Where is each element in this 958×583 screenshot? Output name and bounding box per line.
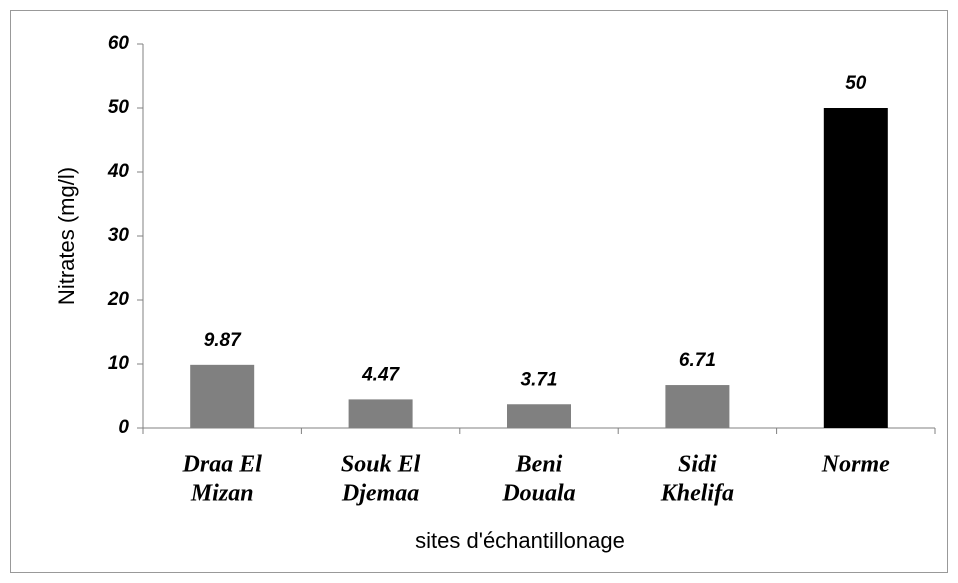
x-tick-label: Souk El (341, 452, 421, 478)
bar (348, 399, 413, 428)
y-tick-label: 30 (108, 225, 130, 246)
data-label: 9.87 (204, 330, 242, 351)
x-axis-label: sites d'échantillonage (415, 528, 625, 553)
y-tick-label: 40 (107, 161, 130, 182)
data-label: 4.47 (361, 364, 400, 385)
y-tick-label: 60 (108, 33, 130, 54)
x-tick-label: Djemaa (341, 481, 419, 507)
x-tick-label: Sidi (678, 452, 717, 478)
bar (190, 364, 255, 428)
data-label: 3.71 (521, 369, 558, 390)
data-label: 50 (845, 73, 867, 94)
x-tick-label: Khelifa (660, 481, 734, 507)
bar (665, 385, 730, 428)
y-tick-label: 50 (108, 97, 130, 118)
bar (823, 108, 888, 428)
y-tick-label: 10 (108, 353, 130, 374)
x-tick-label: Draa El (182, 452, 263, 478)
data-label: 6.71 (679, 350, 716, 371)
y-tick-label: 20 (107, 289, 130, 310)
y-tick-label: 0 (118, 417, 129, 438)
chart-border (10, 10, 948, 573)
y-axis-label: Nitrates (mg/l) (54, 167, 79, 305)
x-tick-label: Douala (501, 481, 575, 507)
x-tick-label: Norme (821, 452, 890, 478)
x-tick-label: Mizan (190, 481, 254, 507)
bar (507, 404, 571, 428)
x-tick-label: Beni (515, 452, 563, 478)
